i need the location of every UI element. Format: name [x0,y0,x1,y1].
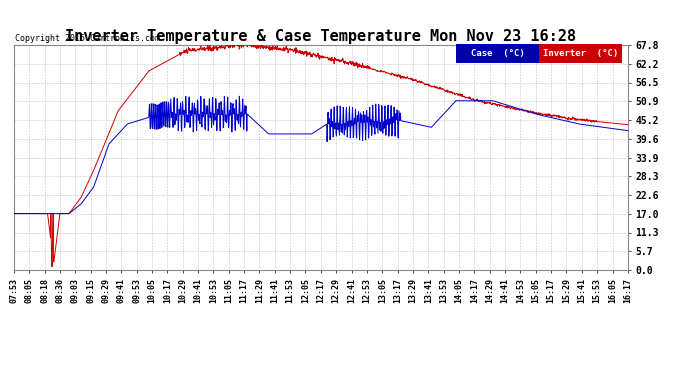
Text: Case  (°C): Case (°C) [471,49,524,58]
Text: Inverter  (°C): Inverter (°C) [542,49,618,58]
Text: Copyright 2015 Cartronics.com: Copyright 2015 Cartronics.com [15,34,160,43]
FancyBboxPatch shape [539,44,622,63]
Title: Inverter Temperature & Case Temperature Mon Nov 23 16:28: Inverter Temperature & Case Temperature … [66,29,576,44]
FancyBboxPatch shape [456,44,539,63]
